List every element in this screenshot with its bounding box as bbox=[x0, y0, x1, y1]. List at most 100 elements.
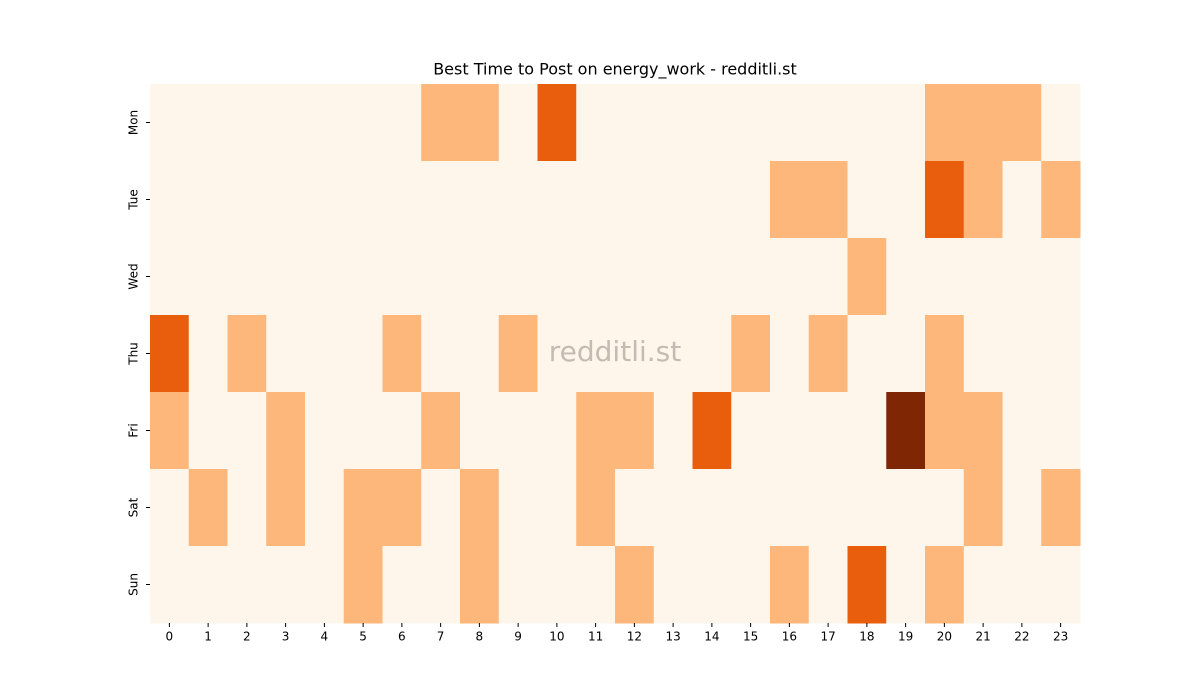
cell bbox=[460, 392, 500, 470]
cell bbox=[227, 238, 267, 316]
x-tick-label: 17 bbox=[820, 630, 835, 644]
cell bbox=[847, 238, 887, 316]
cell bbox=[537, 161, 577, 239]
x-tick-label: 18 bbox=[859, 630, 874, 644]
x-tick-label: 2 bbox=[243, 630, 251, 644]
cell bbox=[460, 546, 500, 624]
cell bbox=[266, 161, 306, 239]
x-tick-label: 14 bbox=[704, 630, 719, 644]
cell bbox=[886, 315, 926, 393]
cell bbox=[576, 546, 616, 624]
cell bbox=[886, 469, 926, 547]
y-tick-label: Tue bbox=[127, 189, 141, 211]
x-tick-label: 13 bbox=[665, 630, 680, 644]
cell bbox=[150, 469, 190, 547]
cell bbox=[808, 84, 848, 162]
cell bbox=[227, 469, 267, 547]
cell bbox=[925, 546, 965, 624]
cell bbox=[576, 469, 616, 547]
cell bbox=[1041, 315, 1081, 393]
cell bbox=[886, 84, 926, 162]
cell bbox=[537, 238, 577, 316]
cell bbox=[963, 315, 1003, 393]
cell bbox=[963, 546, 1003, 624]
cell bbox=[731, 161, 771, 239]
cell bbox=[615, 546, 655, 624]
cell bbox=[692, 315, 732, 393]
cell bbox=[1002, 161, 1042, 239]
cell bbox=[421, 84, 461, 162]
cell bbox=[188, 392, 228, 470]
cell bbox=[343, 546, 383, 624]
cell bbox=[963, 469, 1003, 547]
cell bbox=[227, 84, 267, 162]
cell bbox=[460, 469, 500, 547]
cell bbox=[188, 469, 228, 547]
cell bbox=[615, 84, 655, 162]
cell bbox=[305, 546, 345, 624]
cell bbox=[770, 546, 810, 624]
cell bbox=[847, 315, 887, 393]
cell bbox=[925, 238, 965, 316]
x-tick-label: 15 bbox=[743, 630, 758, 644]
cell bbox=[498, 546, 538, 624]
cell bbox=[343, 392, 383, 470]
cell bbox=[925, 469, 965, 547]
cell bbox=[382, 84, 422, 162]
cell bbox=[925, 315, 965, 393]
x-tick-label: 20 bbox=[937, 630, 952, 644]
cell bbox=[808, 546, 848, 624]
cell bbox=[770, 84, 810, 162]
cell bbox=[847, 392, 887, 470]
cell bbox=[615, 161, 655, 239]
cell bbox=[576, 84, 616, 162]
cell bbox=[1002, 392, 1042, 470]
y-tick-label: Mon bbox=[127, 110, 141, 135]
cell bbox=[886, 238, 926, 316]
cell bbox=[886, 546, 926, 624]
cell bbox=[731, 238, 771, 316]
cell bbox=[537, 469, 577, 547]
y-tick-label: Fri bbox=[127, 423, 141, 437]
cell bbox=[150, 238, 190, 316]
cell bbox=[498, 84, 538, 162]
cell bbox=[731, 84, 771, 162]
x-tick-label: 5 bbox=[359, 630, 367, 644]
cell bbox=[770, 392, 810, 470]
watermark: redditli.st bbox=[549, 335, 681, 368]
x-tick-label: 0 bbox=[166, 630, 174, 644]
x-tick-label: 9 bbox=[514, 630, 522, 644]
x-tick-label: 1 bbox=[204, 630, 212, 644]
x-tick-label: 12 bbox=[627, 630, 642, 644]
cell bbox=[421, 238, 461, 316]
cell bbox=[847, 84, 887, 162]
cell bbox=[421, 546, 461, 624]
y-tick-label: Sat bbox=[127, 497, 141, 517]
cell bbox=[421, 315, 461, 393]
cell bbox=[653, 84, 693, 162]
cell bbox=[1041, 161, 1081, 239]
cell bbox=[266, 546, 306, 624]
cell bbox=[188, 84, 228, 162]
cell bbox=[382, 161, 422, 239]
x-tick-label: 16 bbox=[782, 630, 797, 644]
cell bbox=[1002, 469, 1042, 547]
cell bbox=[692, 238, 732, 316]
x-tick-label: 11 bbox=[588, 630, 603, 644]
cell bbox=[925, 84, 965, 162]
cell bbox=[460, 315, 500, 393]
cell bbox=[808, 161, 848, 239]
cell bbox=[266, 392, 306, 470]
cell bbox=[963, 238, 1003, 316]
cell bbox=[537, 546, 577, 624]
cell bbox=[653, 546, 693, 624]
x-tick-label: 21 bbox=[975, 630, 990, 644]
cell bbox=[770, 315, 810, 393]
cell bbox=[421, 161, 461, 239]
cell bbox=[305, 238, 345, 316]
cell bbox=[886, 392, 926, 470]
cell bbox=[808, 469, 848, 547]
cell bbox=[266, 84, 306, 162]
cell bbox=[382, 238, 422, 316]
cell bbox=[576, 392, 616, 470]
